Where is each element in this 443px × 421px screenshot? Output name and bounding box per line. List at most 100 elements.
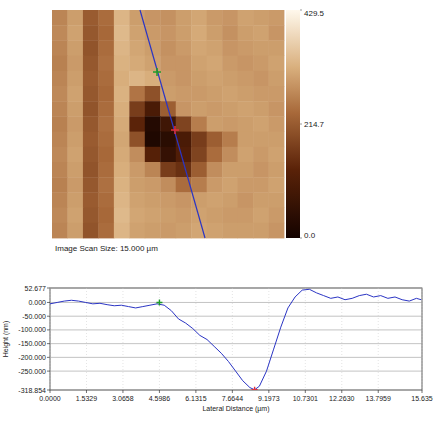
- heat-cell: [253, 223, 269, 239]
- heat-cell: [83, 56, 99, 72]
- heat-cell: [238, 10, 254, 26]
- x-tick: [232, 390, 233, 393]
- heat-cell: [83, 132, 99, 148]
- y-tick: [47, 343, 50, 344]
- heat-cell: [207, 177, 223, 193]
- heat-cell: [52, 162, 68, 178]
- x-tick: [86, 390, 87, 393]
- heat-cell: [145, 208, 161, 224]
- heat-cell: [160, 177, 176, 193]
- grid-line: [268, 288, 269, 390]
- grid-line: [232, 288, 233, 390]
- heat-cell: [160, 10, 176, 26]
- heat-cell: [145, 223, 161, 239]
- cursor-marker: [153, 68, 161, 76]
- heat-cell: [253, 162, 269, 178]
- cursor-point: [156, 299, 162, 305]
- heat-cell: [191, 177, 207, 193]
- heat-cell: [114, 86, 130, 102]
- heat-cell: [191, 40, 207, 56]
- heat-cell: [160, 147, 176, 163]
- grid-line: [378, 288, 379, 390]
- heat-cell: [160, 208, 176, 224]
- heat-cell: [67, 177, 83, 193]
- heat-cell: [207, 56, 223, 72]
- heat-cell: [145, 10, 161, 26]
- heat-cell: [67, 71, 83, 87]
- x-tick-label: 13.7959: [366, 395, 391, 402]
- heat-cell: [129, 147, 145, 163]
- heat-cell: [253, 71, 269, 87]
- marks: [50, 289, 421, 390]
- heat-cell: [83, 25, 99, 41]
- heat-cell: [129, 132, 145, 148]
- x-tick: [341, 390, 342, 393]
- heat-cell: [98, 208, 114, 224]
- heat-cell: [269, 25, 285, 41]
- colorbar-label: 214.7: [304, 120, 325, 129]
- heat-cell: [98, 177, 114, 193]
- heat-cell: [145, 147, 161, 163]
- heat-cell: [207, 40, 223, 56]
- heat-cell: [98, 86, 114, 102]
- heat-cell: [129, 223, 145, 239]
- profile-chart: 52.6770.000-50.000-100.000-150.000-200.0…: [2, 285, 433, 414]
- heat-cell: [129, 101, 145, 117]
- grid-line: [50, 288, 422, 289]
- heat-cell: [222, 208, 238, 224]
- heat-cell: [129, 56, 145, 72]
- heat-cell: [207, 192, 223, 208]
- heat-cell: [114, 192, 130, 208]
- heat-cell: [191, 10, 207, 26]
- heat-cell: [98, 71, 114, 87]
- heat-cell: [253, 177, 269, 193]
- plot-frame: [50, 288, 422, 390]
- heat-cell: [253, 208, 269, 224]
- heat-cell: [83, 10, 99, 26]
- grid-line: [422, 288, 423, 390]
- heat-cell: [52, 177, 68, 193]
- heat-cell: [83, 177, 99, 193]
- heat-cell: [67, 10, 83, 26]
- heat-cell: [207, 71, 223, 87]
- heat-cell: [52, 40, 68, 56]
- heat-cell: [67, 162, 83, 178]
- heat-cell: [222, 177, 238, 193]
- grid-line: [50, 343, 422, 344]
- heat-cell: [98, 223, 114, 239]
- y-tick-label: -250.000: [18, 368, 46, 375]
- heat-cell: [269, 192, 285, 208]
- heat-cell: [114, 71, 130, 87]
- heat-cell: [98, 192, 114, 208]
- heat-cell: [176, 10, 192, 26]
- heat-cell: [176, 86, 192, 102]
- heat-cell: [129, 116, 145, 132]
- heat-cell: [253, 25, 269, 41]
- heat-cell: [145, 177, 161, 193]
- heat-cell: [222, 223, 238, 239]
- heat-cell: [67, 116, 83, 132]
- colorbar-tick: [300, 124, 302, 125]
- x-tick-label: 10.7301: [293, 395, 318, 402]
- heat-cell: [253, 86, 269, 102]
- heat-cell: [67, 132, 83, 148]
- heat-cell: [269, 10, 285, 26]
- y-tick: [47, 288, 50, 289]
- heat-cell: [269, 40, 285, 56]
- x-tick: [50, 390, 51, 393]
- x-tick-label: 1.5329: [76, 395, 98, 402]
- colorbar-tick: [300, 238, 302, 239]
- heat-cell: [269, 116, 285, 132]
- profile-line: [50, 289, 421, 389]
- heat-cell: [129, 192, 145, 208]
- heat-cell: [176, 223, 192, 239]
- heat-cell: [222, 86, 238, 102]
- heat-cell: [207, 25, 223, 41]
- heat-cell: [114, 10, 130, 26]
- heat-cell: [191, 192, 207, 208]
- heat-cell: [238, 116, 254, 132]
- heat-cell: [160, 192, 176, 208]
- grid-line: [341, 288, 342, 390]
- heat-cell: [176, 147, 192, 163]
- figure: 429.5214.70.0Image Scan Size: 15.000 µm5…: [0, 0, 443, 421]
